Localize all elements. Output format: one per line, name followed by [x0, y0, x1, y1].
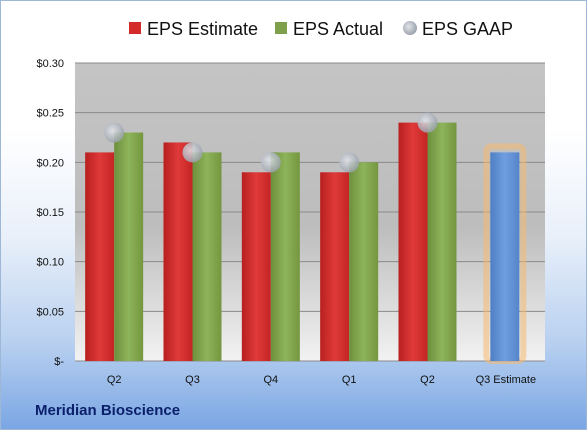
- x-tick-label: Q3: [185, 374, 200, 386]
- y-tick-label: $0.30: [36, 58, 64, 70]
- y-tick-label: $0.10: [36, 257, 64, 269]
- y-tick-label: $0.05: [36, 306, 64, 318]
- y-tick-label: $0.15: [36, 207, 64, 219]
- legend-swatch: [403, 21, 417, 35]
- dot-eps-gaap: [182, 142, 203, 163]
- bar-eps-actual: [427, 122, 457, 361]
- bar-eps-estimate: [241, 172, 271, 361]
- bar-eps-actual: [270, 152, 300, 361]
- x-tick-label: Q3 Estimate: [476, 374, 537, 386]
- bar-eps-estimate: [85, 152, 115, 361]
- dot-eps-gaap: [417, 112, 438, 133]
- dot-eps-gaap: [260, 152, 281, 173]
- x-tick-label: Q2: [420, 374, 435, 386]
- bar-eps-actual: [192, 152, 222, 361]
- gaap-dots: [104, 112, 438, 173]
- bar-eps-actual: [114, 132, 144, 361]
- x-tick-label: Q2: [107, 374, 122, 386]
- x-tick-label: Q4: [263, 374, 278, 386]
- y-tick-label: $0.25: [36, 108, 64, 120]
- y-tick-label: $-: [54, 356, 64, 368]
- eps-chart: $-$0.05$0.10$0.15$0.20$0.25$0.30 Q2 Q3 Q4 Q…: [36, 19, 545, 386]
- bar-eps-actual: [349, 162, 379, 361]
- grid-lines: [75, 62, 545, 362]
- legend-swatch: [129, 22, 141, 34]
- legend-label: EPS GAAP: [422, 19, 513, 39]
- x-axis-ticks: Q2 Q3 Q4 Q1 Q2 Q3 Estimate: [107, 374, 536, 386]
- x-tick-label: Q1: [342, 374, 357, 386]
- y-axis-ticks: $- $0.05 $0.10 $0.15 $0.20 $0.25 $0.30: [36, 58, 64, 368]
- legend: EPS Estimate EPS Actual EPS GAAP: [129, 19, 513, 39]
- bars: [85, 122, 527, 364]
- bar-eps-estimate: [320, 172, 350, 361]
- legend-label: EPS Actual: [293, 19, 383, 39]
- legend-label: EPS Estimate: [147, 19, 258, 39]
- bar-eps-projection: [490, 152, 520, 361]
- legend-swatch: [275, 22, 287, 34]
- y-tick-label: $0.20: [36, 157, 64, 169]
- bar-eps-estimate: [163, 142, 193, 361]
- company-name: Meridian Bioscience: [35, 402, 181, 419]
- dot-eps-gaap: [339, 152, 360, 173]
- dot-eps-gaap: [104, 122, 125, 143]
- bar-eps-estimate: [398, 122, 428, 361]
